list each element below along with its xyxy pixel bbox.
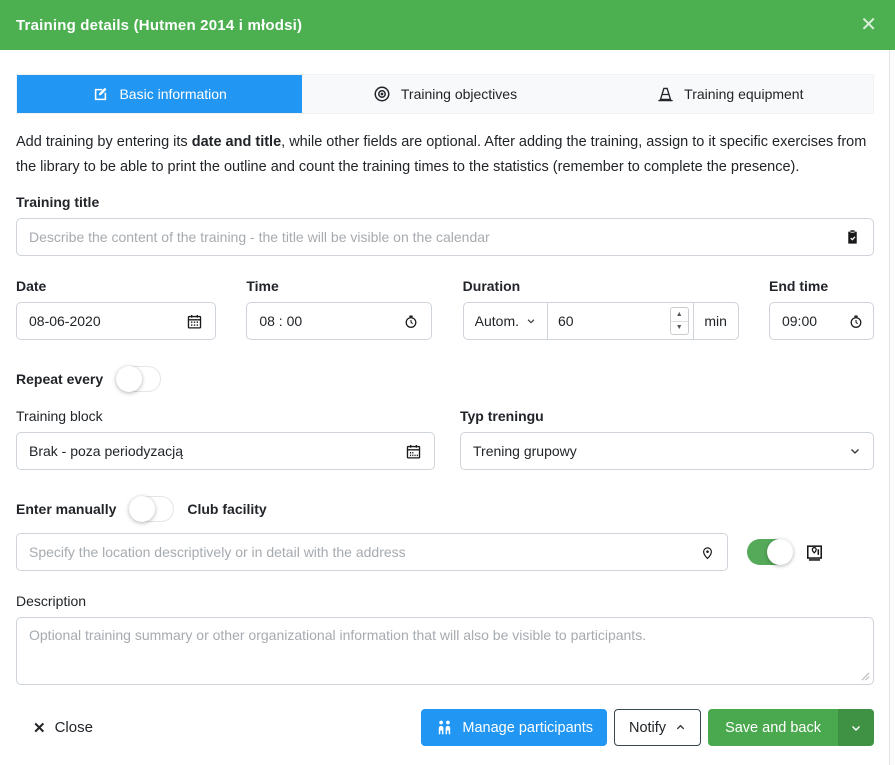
tab-label: Basic information [119, 86, 227, 102]
duration-unit: min [704, 313, 727, 329]
end-time-label: End time [768, 278, 829, 294]
tab-training-objectives[interactable]: Training objectives [302, 75, 588, 113]
people-icon [435, 719, 454, 736]
club-facility-toggle[interactable] [747, 539, 793, 565]
edit-icon [92, 86, 109, 103]
tab-basic-information[interactable]: Basic information [17, 75, 303, 113]
tab-label: Training objectives [400, 86, 518, 102]
date-time-row: Date Time Duration [16, 278, 874, 340]
modal-title: Training details (Hutmen 2014 i młodsi) [16, 16, 303, 34]
repeat-toggle[interactable] [116, 366, 162, 392]
manage-participants-button[interactable]: Manage participants [421, 709, 607, 746]
duration-mode-value: Autom. [474, 313, 520, 329]
toggle-knob [129, 496, 156, 522]
duration-input[interactable] [558, 313, 619, 329]
block-type-row: Training block Typ treningu Trening grup… [16, 408, 874, 470]
toggle-knob [116, 366, 143, 392]
clipboard-check-icon[interactable] [844, 228, 861, 246]
x-icon: ✕ [33, 719, 46, 737]
stepper-up-icon[interactable]: ▲ [670, 308, 688, 322]
location-mode-row: Enter manually Club facility [16, 496, 874, 522]
tab-bar: Basic information Training objectives Tr… [16, 74, 874, 114]
chevron-down-icon [850, 722, 862, 734]
training-block-label: Training block [16, 408, 103, 424]
date-field [16, 302, 216, 340]
duration-label: Duration [462, 278, 521, 294]
location-row [16, 533, 874, 571]
training-block-field[interactable] [16, 432, 435, 470]
resize-grip-icon[interactable] [861, 672, 870, 681]
modal-footer: ✕ Close Manage participants Notify Save … [0, 709, 895, 746]
watch-icon[interactable] [848, 313, 864, 330]
training-title-field [16, 218, 874, 256]
chevron-up-icon [675, 722, 686, 733]
duration-group: Autom. ▲▼ min [462, 302, 739, 340]
close-label: Close [54, 719, 93, 736]
description-textarea[interactable] [16, 617, 874, 685]
end-time-input[interactable] [781, 313, 840, 329]
chevron-down-icon [849, 445, 861, 457]
club-facility-label: Club facility [187, 501, 267, 517]
save-and-back-label: Save and back [725, 719, 821, 736]
time-label: Time [246, 278, 279, 294]
training-title-input[interactable] [29, 229, 836, 245]
save-dropdown-toggle[interactable] [838, 709, 874, 746]
manage-participants-label: Manage participants [462, 719, 593, 736]
close-icon[interactable]: ✕ [860, 14, 877, 36]
close-button[interactable]: ✕ Close [33, 719, 93, 737]
calendar-icon[interactable] [186, 313, 203, 330]
duration-mode-select[interactable]: Autom. [464, 303, 549, 339]
save-and-back-main[interactable]: Save and back [708, 709, 838, 746]
footer-buttons: Manage participants Notify Save and back [421, 709, 874, 746]
watch-icon[interactable] [403, 313, 419, 330]
map-pin-icon[interactable] [700, 544, 715, 561]
chevron-down-icon [526, 316, 536, 326]
toggle-knob [767, 539, 793, 565]
intro-post: , while other fields are optional. After… [16, 134, 867, 175]
location-field [16, 533, 728, 571]
enter-manually-label: Enter manually [16, 501, 117, 517]
save-and-back-button: Save and back [708, 709, 874, 746]
tab-label: Training equipment [684, 86, 804, 102]
modal-header: Training details (Hutmen 2014 i młodsi) … [0, 0, 895, 50]
notify-label: Notify [628, 719, 667, 736]
enter-manually-toggle[interactable] [129, 496, 175, 522]
intro-pre: Add training by entering its [16, 134, 192, 150]
target-icon [373, 85, 391, 103]
intro-bold: date and title [191, 134, 282, 150]
location-input[interactable] [29, 544, 692, 560]
description-label: Description [16, 593, 87, 609]
repeat-row: Repeat every [16, 366, 874, 392]
scrollbar[interactable] [889, 50, 895, 765]
duration-value-wrap: ▲▼ [548, 303, 694, 339]
training-type-label: Typ treningu [460, 408, 544, 424]
tab-training-equipment[interactable]: Training equipment [587, 75, 873, 113]
time-field [246, 302, 433, 340]
end-time-field [768, 302, 874, 340]
date-input[interactable] [29, 313, 178, 329]
map-location-icon[interactable] [805, 543, 824, 562]
description-wrap [16, 617, 874, 685]
time-input[interactable] [259, 313, 396, 329]
intro-text: Add training by entering its date and ti… [16, 130, 874, 180]
cone-icon [657, 86, 674, 103]
repeat-every-label: Repeat every [16, 371, 104, 387]
training-title-label: Training title [16, 194, 100, 210]
notify-button[interactable]: Notify [613, 709, 702, 746]
duration-stepper[interactable]: ▲ ▼ [669, 307, 689, 335]
date-label: Date [16, 278, 47, 294]
calendar-stats-icon[interactable] [405, 443, 422, 460]
modal-body: Basic information Training objectives Tr… [0, 74, 895, 685]
stepper-down-icon[interactable]: ▼ [675, 324, 683, 332]
training-type-select[interactable]: Trening grupowy [460, 432, 874, 470]
training-type-value: Trening grupowy [473, 443, 577, 459]
training-block-input[interactable] [29, 443, 397, 459]
